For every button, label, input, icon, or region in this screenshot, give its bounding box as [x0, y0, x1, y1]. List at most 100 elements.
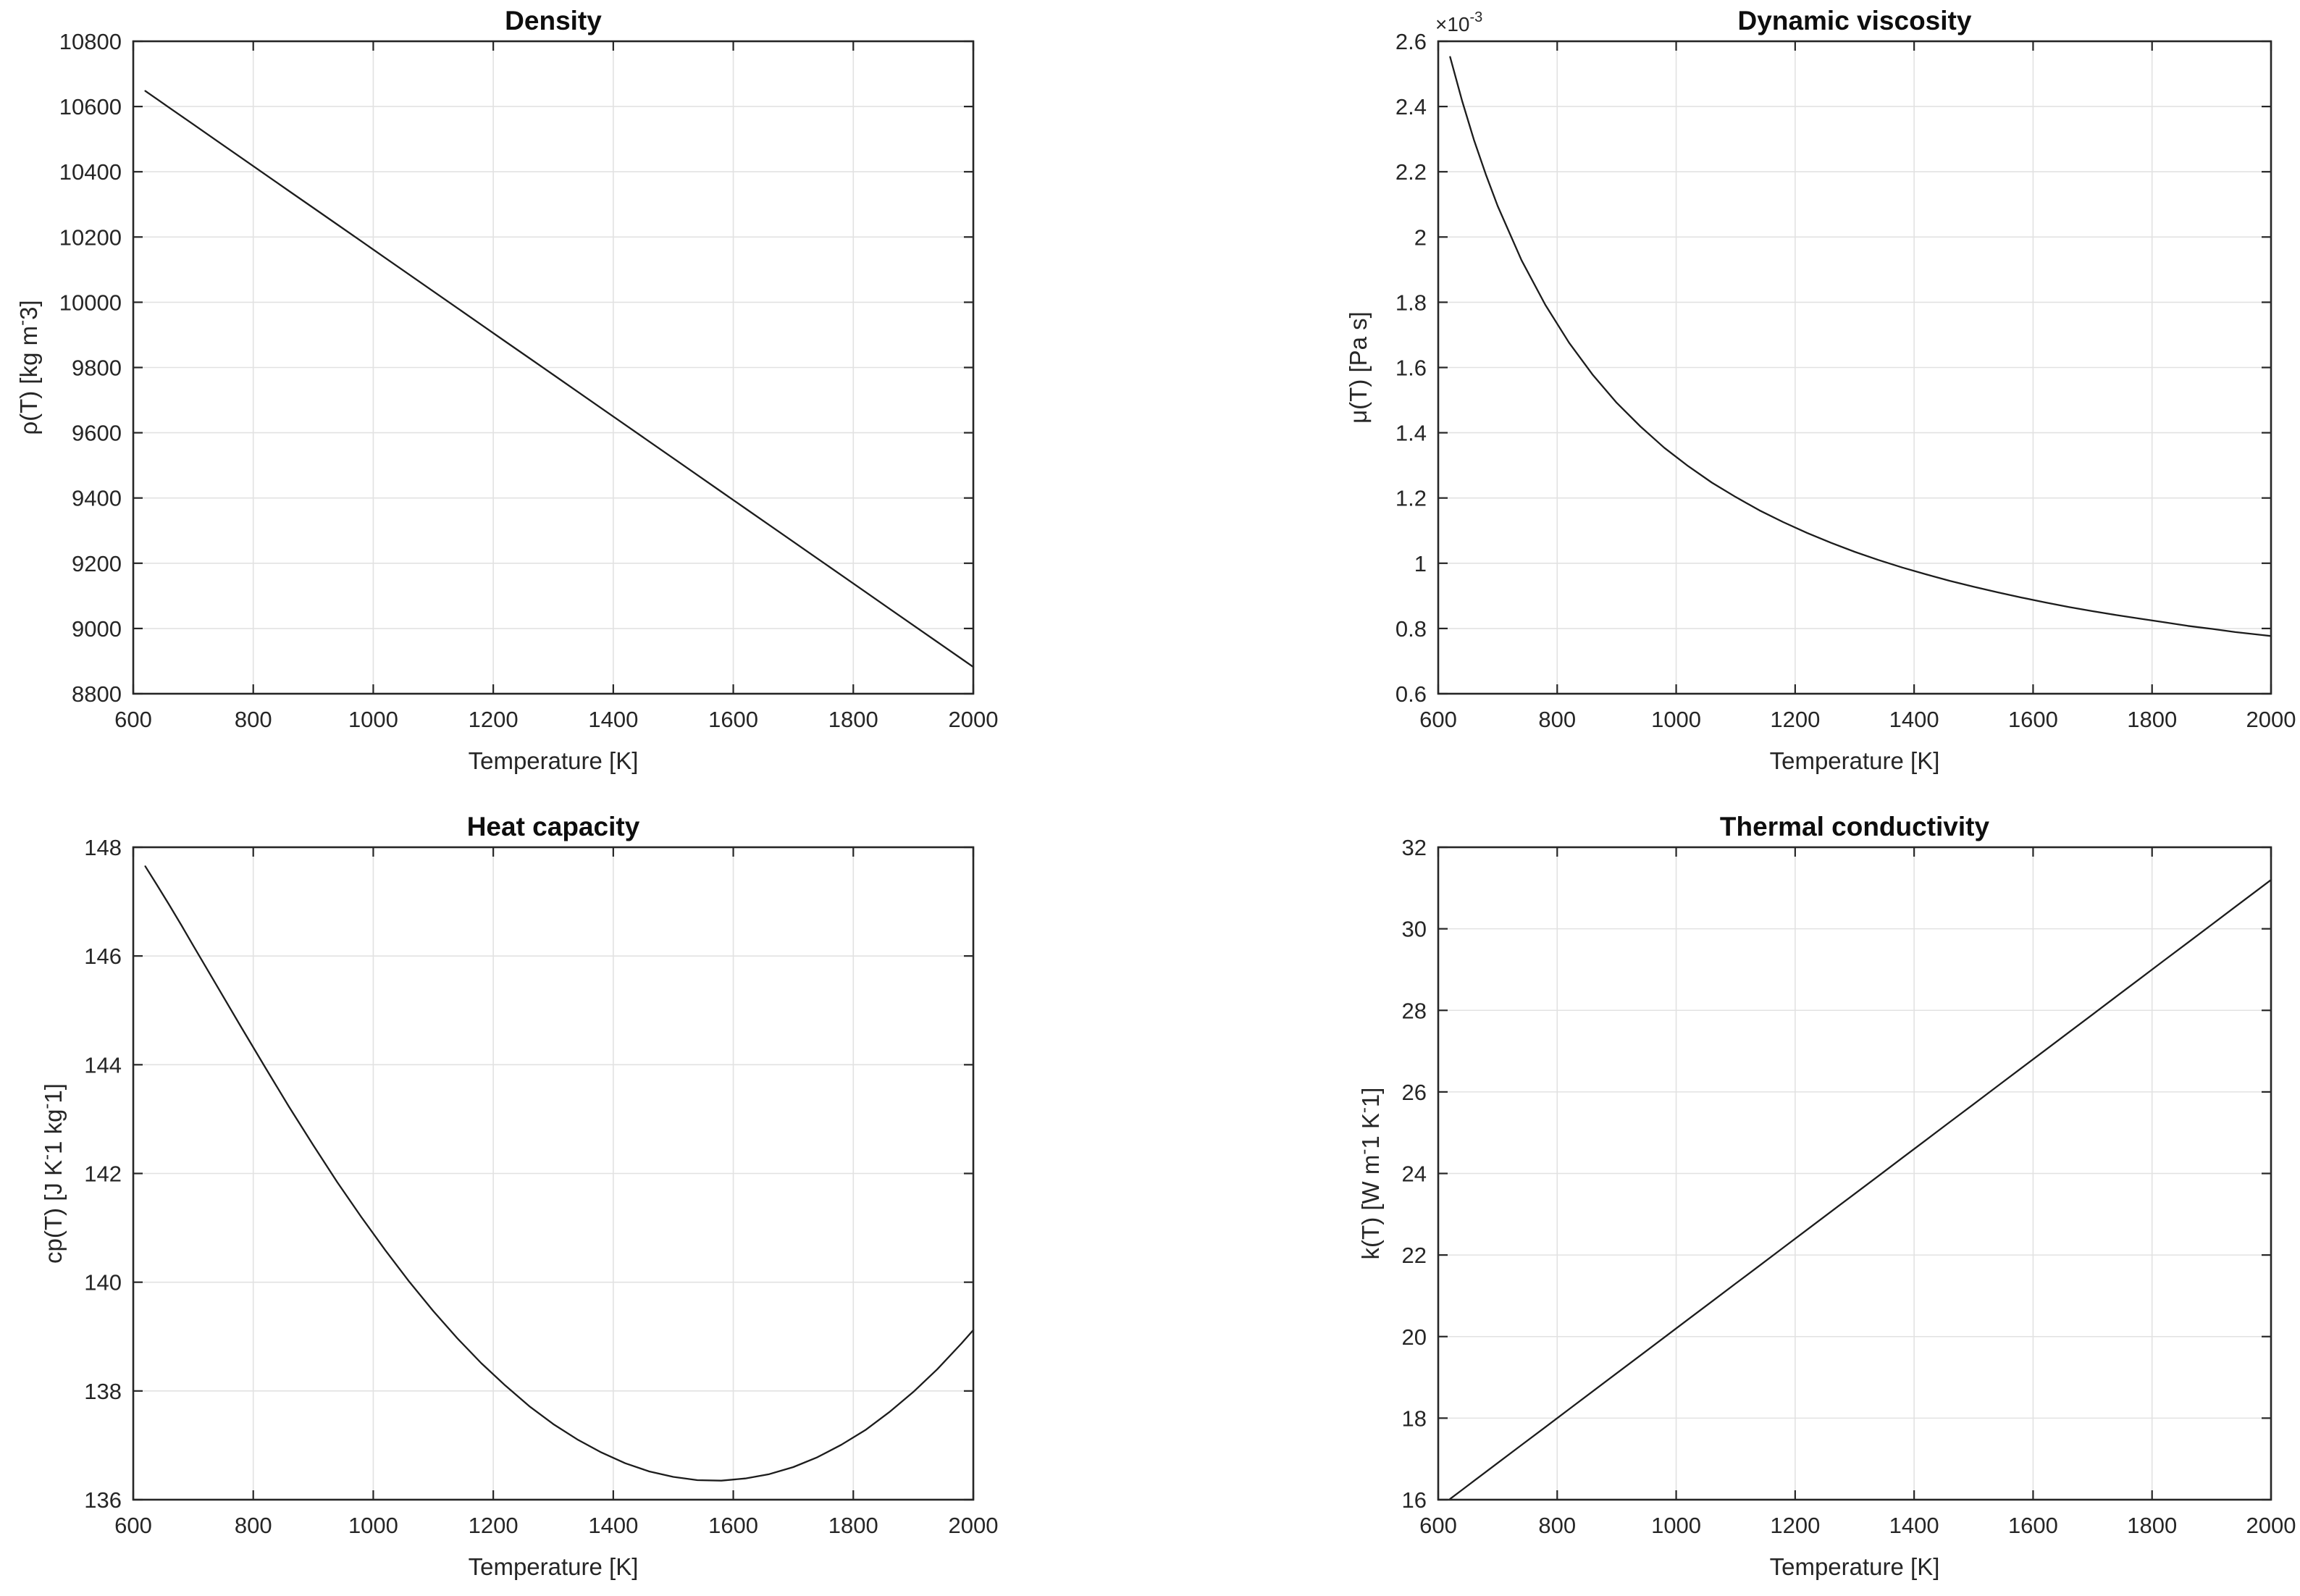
svg-text:1: 1: [1414, 551, 1427, 576]
svg-text:0.8: 0.8: [1395, 616, 1427, 642]
svg-text:1600: 1600: [2008, 707, 2058, 732]
svg-text:8800: 8800: [72, 681, 122, 707]
svg-text:1200: 1200: [469, 1513, 519, 1538]
svg-text:1600: 1600: [708, 1513, 758, 1538]
y-axis-label: cp(T) [J K-1 kg-1]: [37, 1083, 67, 1264]
svg-text:16: 16: [1402, 1487, 1427, 1513]
svg-text:10000: 10000: [59, 290, 122, 315]
svg-text:1000: 1000: [348, 707, 398, 732]
y-axis-label: ρ(T) [kg m-3]: [12, 300, 42, 434]
thermal-conductivity-title: Thermal conductivity: [1720, 812, 1990, 841]
x-tick-labels: 600 800 1000 1200 1400 1600 1800 2000: [1419, 707, 2296, 732]
svg-text:1.6: 1.6: [1395, 356, 1427, 381]
svg-text:9600: 9600: [72, 421, 122, 446]
y-tick-labels: 136 138 140 142 144 146 148: [84, 835, 122, 1513]
x-tick-labels: 600 800 1000 1200 1400 1600 1800 2000: [1419, 1513, 2296, 1538]
svg-text:1.4: 1.4: [1395, 421, 1427, 446]
svg-text:9800: 9800: [72, 356, 122, 381]
svg-text:2000: 2000: [949, 707, 999, 732]
x-axis-label: Temperature [K]: [469, 1553, 639, 1580]
tick-marks: [132, 846, 975, 1501]
y-axis-exponent-label: ×10-3: [1435, 9, 1482, 35]
svg-text:1800: 1800: [828, 707, 878, 732]
svg-text:146: 146: [84, 944, 122, 969]
svg-text:2.6: 2.6: [1395, 29, 1427, 54]
svg-text:30: 30: [1402, 917, 1427, 942]
thermal-conductivity-curve: [1449, 878, 2272, 1500]
svg-text:1200: 1200: [469, 707, 519, 732]
subplot-density: 600 800 1000 1200 1400 1600 1800 2000 8800 9000 92…: [12, 6, 998, 774]
svg-text:140: 140: [84, 1270, 122, 1295]
svg-text:9200: 9200: [72, 551, 122, 576]
svg-text:600: 600: [114, 1513, 152, 1538]
svg-text:32: 32: [1402, 835, 1427, 860]
gridlines: [1438, 41, 2271, 694]
svg-text:136: 136: [84, 1487, 122, 1513]
svg-text:0.6: 0.6: [1395, 681, 1427, 707]
svg-text:800: 800: [1538, 707, 1576, 732]
tick-marks: [1437, 40, 2272, 695]
svg-text:1600: 1600: [708, 707, 758, 732]
tick-marks: [1437, 846, 2272, 1501]
svg-text:600: 600: [1419, 707, 1457, 732]
svg-text:26: 26: [1402, 1080, 1427, 1105]
svg-text:1000: 1000: [348, 1513, 398, 1538]
gridlines: [133, 847, 973, 1500]
svg-text:10600: 10600: [59, 94, 122, 119]
svg-text:1400: 1400: [588, 1513, 638, 1538]
heat-capacity-curve: [144, 865, 975, 1482]
tick-marks: [132, 40, 975, 695]
svg-text:1200: 1200: [1770, 707, 1820, 732]
svg-text:22: 22: [1402, 1243, 1427, 1268]
svg-text:1800: 1800: [2127, 1513, 2177, 1538]
x-tick-labels: 600 800 1000 1200 1400 1600 1800 2000: [114, 707, 998, 732]
svg-text:9400: 9400: [72, 486, 122, 511]
svg-text:1200: 1200: [1770, 1513, 1820, 1538]
svg-text:18: 18: [1402, 1406, 1427, 1431]
x-axis-label: Temperature [K]: [469, 747, 639, 774]
svg-text:600: 600: [114, 707, 152, 732]
density-curve: [144, 90, 975, 668]
svg-text:2000: 2000: [2246, 1513, 2296, 1538]
svg-text:1000: 1000: [1651, 707, 1701, 732]
svg-text:28: 28: [1402, 998, 1427, 1023]
y-tick-labels: 0.6 0.8 1 1.2 1.4 1.6 1.8 2 2.2 2.4 2.6: [1395, 29, 1427, 707]
heat-capacity-title: Heat capacity: [467, 812, 640, 841]
gridlines: [1438, 847, 2271, 1500]
x-axis-label: Temperature [K]: [1770, 1553, 1940, 1580]
y-tick-labels: 16 18 20 22 24 26 28 30 32: [1402, 835, 1427, 1513]
svg-text:2000: 2000: [2246, 707, 2296, 732]
svg-text:142: 142: [84, 1162, 122, 1187]
dynamic-viscosity-curve: [1449, 56, 2272, 637]
svg-text:1800: 1800: [2127, 707, 2177, 732]
density-title: Density: [505, 6, 602, 35]
svg-text:1800: 1800: [828, 1513, 878, 1538]
y-axis-label: k(T) [W m-1 K-1]: [1354, 1088, 1384, 1260]
svg-text:144: 144: [84, 1052, 122, 1078]
gridlines: [133, 41, 973, 694]
svg-text:600: 600: [1419, 1513, 1457, 1538]
svg-text:1000: 1000: [1651, 1513, 1701, 1538]
svg-text:1400: 1400: [1889, 707, 1939, 732]
svg-text:20: 20: [1402, 1324, 1427, 1350]
svg-text:800: 800: [1538, 1513, 1576, 1538]
svg-text:1600: 1600: [2008, 1513, 2058, 1538]
svg-text:1.2: 1.2: [1395, 486, 1427, 511]
svg-text:800: 800: [235, 1513, 272, 1538]
svg-text:2.2: 2.2: [1395, 159, 1427, 185]
svg-text:800: 800: [235, 707, 272, 732]
svg-text:10800: 10800: [59, 29, 122, 54]
svg-text:1400: 1400: [588, 707, 638, 732]
svg-text:10400: 10400: [59, 159, 122, 185]
svg-text:24: 24: [1402, 1162, 1427, 1187]
svg-text:148: 148: [84, 835, 122, 860]
svg-text:2000: 2000: [949, 1513, 999, 1538]
svg-text:1.8: 1.8: [1395, 290, 1427, 315]
subplot-dynamic-viscosity: 600 800 1000 1200 1400 1600 1800 2000 0.6 0.8 1 1.2…: [1345, 6, 2296, 774]
svg-text:2.4: 2.4: [1395, 94, 1427, 119]
y-axis-label: μ(T) [Pa s]: [1345, 311, 1372, 424]
subplot-thermal-conductivity: 600 800 1000 1200 1400 1600 1800 2000 16 18 20 22 24…: [1354, 812, 2296, 1580]
y-tick-labels: 8800 9000 9200 9400 9600 9800 10000 10200 10400 1…: [59, 29, 122, 707]
